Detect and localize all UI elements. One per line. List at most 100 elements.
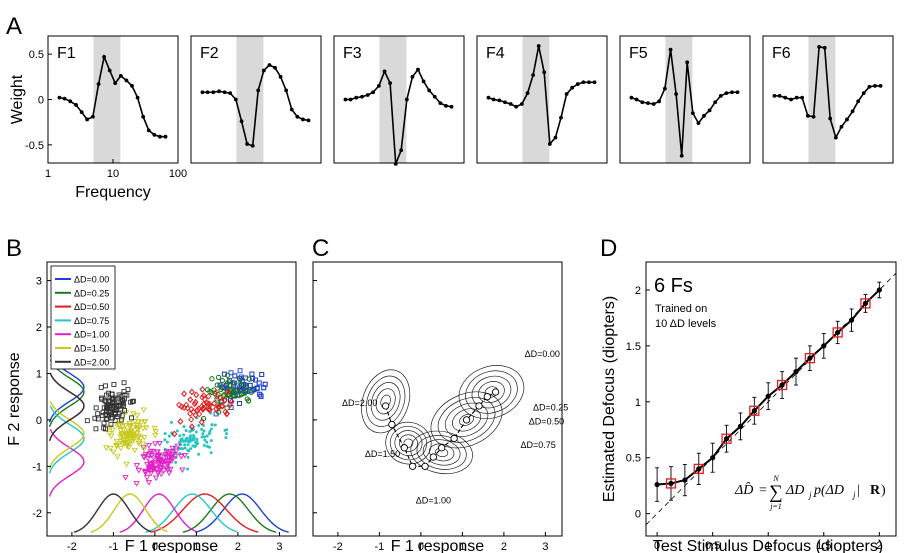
weight-point <box>777 93 782 98</box>
scatter-point <box>176 401 182 409</box>
contour-ring <box>410 430 473 475</box>
scatter-series <box>102 407 159 468</box>
scatter-point <box>158 462 165 468</box>
weight-point <box>261 68 266 73</box>
shaded-band <box>93 36 121 163</box>
shaded-band <box>522 36 550 163</box>
weight-point <box>449 104 454 109</box>
contour-ring <box>451 408 482 432</box>
weight-point <box>301 117 305 122</box>
y-tick-label: 0 <box>36 415 42 427</box>
scatter-point <box>225 372 231 378</box>
y-marginal-curve <box>48 373 85 442</box>
estimate-point <box>737 423 744 429</box>
panel-b: ΔD=0.00 ΔD=0.25 ΔD=0.50 ΔD=0.75 ΔD=1.00 ΔD=1.… <box>6 261 297 553</box>
scatter-point <box>198 418 205 426</box>
scatter-point <box>190 429 194 433</box>
scatter-point <box>194 444 198 448</box>
scatter-point <box>205 440 209 444</box>
scatter-point <box>250 376 256 382</box>
weight-point <box>399 148 404 153</box>
scatter-point <box>158 471 165 478</box>
x-axis-label: Test Stimulus Defocus (diopters) <box>653 538 883 553</box>
scatter-point <box>213 388 220 396</box>
weight-point <box>519 102 524 106</box>
legend-label: ΔD=0.25 <box>74 288 109 298</box>
scatter-point <box>244 396 250 402</box>
legend-label: ΔD=0.50 <box>74 302 109 312</box>
scatter-point <box>227 401 233 409</box>
weight-point <box>438 101 443 106</box>
estimate-point <box>779 382 785 388</box>
x-tick-label: 1 <box>765 540 771 552</box>
weight-point <box>79 110 84 115</box>
scatter-point <box>107 445 114 452</box>
formula-bold-r: R <box>870 483 881 498</box>
scatter-point <box>127 438 134 445</box>
scatter-point <box>174 443 181 450</box>
weight-point <box>130 83 134 88</box>
contour-ring <box>478 381 505 404</box>
scatter-point <box>133 463 141 469</box>
weight-point <box>371 90 376 95</box>
y-axis-label: Estimated Defocus (diopters) <box>601 296 618 502</box>
x-tick-label: -1 <box>109 541 119 553</box>
scatter-point <box>214 382 220 388</box>
scatter-point <box>143 475 151 481</box>
scatter-point <box>114 454 121 460</box>
weight-point <box>250 143 255 148</box>
scatter-point <box>119 413 125 419</box>
legend-label: ΔD=1.00 <box>74 330 109 340</box>
scatter-point <box>104 404 110 410</box>
weight-point <box>817 44 822 49</box>
filter-subplot-f5: F5 <box>619 35 751 164</box>
scatter-point <box>145 480 153 486</box>
weight-point <box>256 88 261 93</box>
scatter-point <box>160 467 168 474</box>
filter-subplot-f6: F6 <box>762 35 894 164</box>
weight-point <box>702 113 706 118</box>
estimate-point <box>696 466 702 472</box>
estimate-point <box>765 393 771 399</box>
weight-point <box>416 67 420 72</box>
weight-point <box>629 95 634 100</box>
weight-point <box>146 128 151 133</box>
weight-point <box>388 81 393 86</box>
scatter-point <box>191 400 198 408</box>
centroid-marker <box>483 393 491 401</box>
scatter-point <box>92 415 98 421</box>
scatter-point <box>146 450 154 457</box>
x-marginal-curve <box>195 493 289 533</box>
scatter-point <box>188 436 192 440</box>
formula-term: ΔD <box>785 483 804 498</box>
scatter-point <box>205 405 212 413</box>
panel-c: ΔD=0.00 ΔD=0.25 ΔD=0.50 ΔD=0.75 ΔD=1.00 ΔD=1.… <box>312 261 568 553</box>
scatter-point <box>230 393 236 399</box>
weight-point <box>634 97 639 102</box>
scatter-point <box>124 440 132 446</box>
scatter-point <box>133 423 141 429</box>
centroid-marker <box>408 462 417 470</box>
scatter-point <box>203 435 207 439</box>
scatter-point <box>145 443 153 449</box>
contour-ring <box>370 382 401 421</box>
scatter-point <box>244 385 250 391</box>
weight-point <box>668 47 673 52</box>
estimate-point <box>807 355 813 361</box>
scatter-point <box>173 448 180 455</box>
scatter-point <box>194 430 198 434</box>
x-tick-label: 3 <box>276 541 282 553</box>
scatter-point <box>224 405 230 411</box>
contour-label: ΔD=2.00 <box>342 398 377 408</box>
scatter-point <box>141 455 148 461</box>
weight-point <box>772 93 777 98</box>
weight-point <box>536 44 541 48</box>
scatter-point <box>213 405 220 413</box>
contour-label: ΔD=1.00 <box>416 495 451 505</box>
scatter-point <box>262 381 268 387</box>
y-tick-label: 1 <box>635 397 641 409</box>
estimate-point <box>710 455 716 461</box>
formula-equals: = <box>759 483 767 498</box>
contour-lines <box>361 365 525 475</box>
scatter-point <box>177 418 184 425</box>
